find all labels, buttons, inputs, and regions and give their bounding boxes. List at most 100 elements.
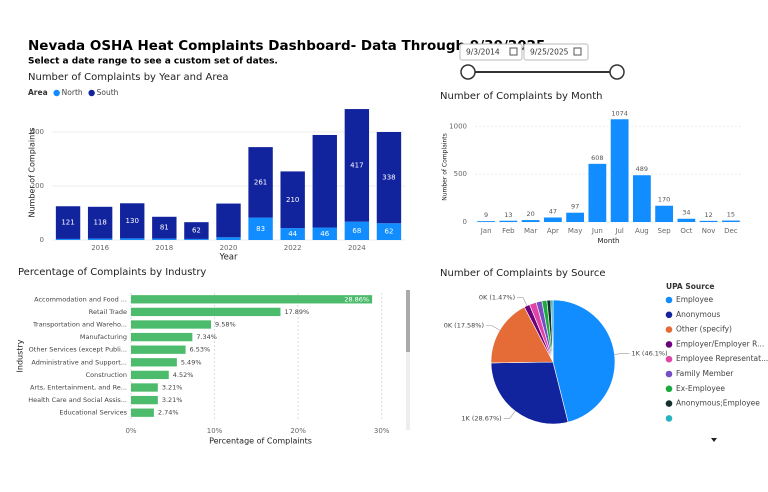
date-text[interactable]: 9/3/2014 (466, 48, 500, 57)
data-label: 13 (504, 211, 512, 219)
slider-handle[interactable] (609, 64, 625, 80)
legend-marker (665, 385, 673, 393)
date-box[interactable] (523, 43, 589, 61)
date-box[interactable] (459, 43, 523, 61)
x-tick-label: Feb (502, 227, 515, 235)
bar (131, 358, 177, 367)
slider-handle[interactable] (460, 64, 476, 80)
calendar-icon[interactable] (509, 47, 518, 56)
bar (131, 307, 281, 317)
bar-segment (55, 238, 81, 240)
chart-title: Number of Complaints by Source (440, 268, 605, 279)
y-tick-label: 1000 (449, 122, 467, 130)
x-tick-label: 2020 (220, 244, 238, 252)
x-axis-title: Year (219, 253, 239, 263)
bar (477, 221, 496, 222)
data-label: 210 (286, 196, 299, 204)
x-tick-label: Sep (658, 227, 672, 235)
bar (131, 320, 212, 329)
legend-marker (665, 326, 673, 333)
bar (655, 205, 674, 222)
legend-marker (665, 341, 673, 348)
legend-marker (665, 355, 673, 363)
x-tick-label: 0% (125, 427, 136, 435)
data-label: 608 (591, 154, 603, 162)
y-tick-label: 0 (463, 218, 467, 226)
data-label: 6.53% (190, 346, 211, 354)
bar-segment (184, 238, 209, 240)
x-tick-label: 2018 (155, 244, 173, 252)
data-label: 46 (320, 230, 329, 238)
bar-segment (376, 223, 402, 240)
y-tick-label: Health Care and Social Assis... (28, 396, 127, 404)
bar-segment (280, 171, 305, 229)
data-label: 1K (46.1%) (631, 349, 667, 357)
data-label: 4.52% (173, 371, 194, 379)
y-tick-label: 500 (454, 170, 467, 178)
data-label: 2.74% (158, 409, 179, 417)
leader-line (503, 410, 516, 419)
y-tick-label: 400 (31, 128, 44, 136)
data-label: 417 (350, 161, 363, 169)
legend-label: Employee Representat... (676, 354, 768, 363)
data-label: 81 (160, 224, 169, 232)
x-tick-label: Jun (591, 227, 603, 235)
bar-segment (87, 206, 113, 239)
x-tick-label: 20% (290, 427, 306, 435)
legend-label: Family Member (676, 369, 734, 378)
bar (699, 220, 718, 222)
data-label: 118 (93, 219, 106, 227)
data-label: 1074 (611, 109, 628, 117)
bar (521, 220, 540, 222)
x-tick-label: 30% (374, 427, 390, 435)
date-end[interactable]: 9/25/2025 (523, 43, 589, 61)
bar-segment (216, 203, 241, 238)
y-axis-title: Industry (16, 339, 25, 372)
legend-title: UPA Source (666, 282, 714, 291)
y-tick-label: 0 (40, 236, 44, 244)
bar-segment (152, 238, 177, 240)
dashboard-subtitle: Select a date range to see a custom set … (28, 57, 278, 67)
y-tick-label: Other Services (except Publi... (29, 346, 127, 354)
legend-label: Employee (676, 295, 714, 304)
data-label: 12 (704, 211, 712, 219)
bar (131, 332, 193, 342)
bar-segment (248, 147, 273, 218)
data-label: 68 (352, 227, 361, 235)
y-tick-label: Educational Services (59, 409, 127, 417)
date-start[interactable]: 9/3/2014 (459, 43, 523, 61)
bar-segment (184, 222, 209, 239)
legend-label: Anonymous;Employee (676, 399, 760, 408)
x-tick-label: 10% (207, 427, 223, 435)
date-text[interactable]: 9/25/2025 (530, 48, 569, 57)
bar (677, 218, 696, 222)
calendar-icon[interactable] (573, 47, 582, 56)
scrollbar-thumb[interactable] (406, 290, 410, 352)
bar (588, 163, 607, 222)
bar-segment (216, 237, 241, 240)
legend-label: North (62, 88, 83, 97)
legend-marker (88, 89, 95, 97)
data-label: 338 (382, 174, 395, 182)
scrollbar-track[interactable] (406, 290, 410, 430)
bar-segment (312, 134, 337, 228)
y-tick-label: Administrative and Support... (31, 358, 127, 366)
chart-title: Number of Complaints by Month (440, 91, 602, 102)
data-label: 97 (571, 203, 579, 211)
bar-segment (344, 221, 370, 240)
legend-label: Other (specify) (676, 325, 732, 334)
legend-dropdown[interactable] (711, 438, 717, 442)
bar (131, 295, 373, 304)
data-label: 7.34% (196, 333, 217, 341)
leader-line (517, 297, 528, 306)
bar-segment (312, 227, 337, 240)
leader-line (486, 325, 500, 331)
x-tick-label: Dec (724, 227, 738, 235)
x-tick-label: Nov (702, 227, 716, 235)
data-label: 62 (384, 228, 393, 236)
y-tick-label: Transportation and Wareho... (32, 321, 127, 329)
data-label: 3.21% (162, 396, 183, 404)
pie-slice (550, 299, 554, 363)
